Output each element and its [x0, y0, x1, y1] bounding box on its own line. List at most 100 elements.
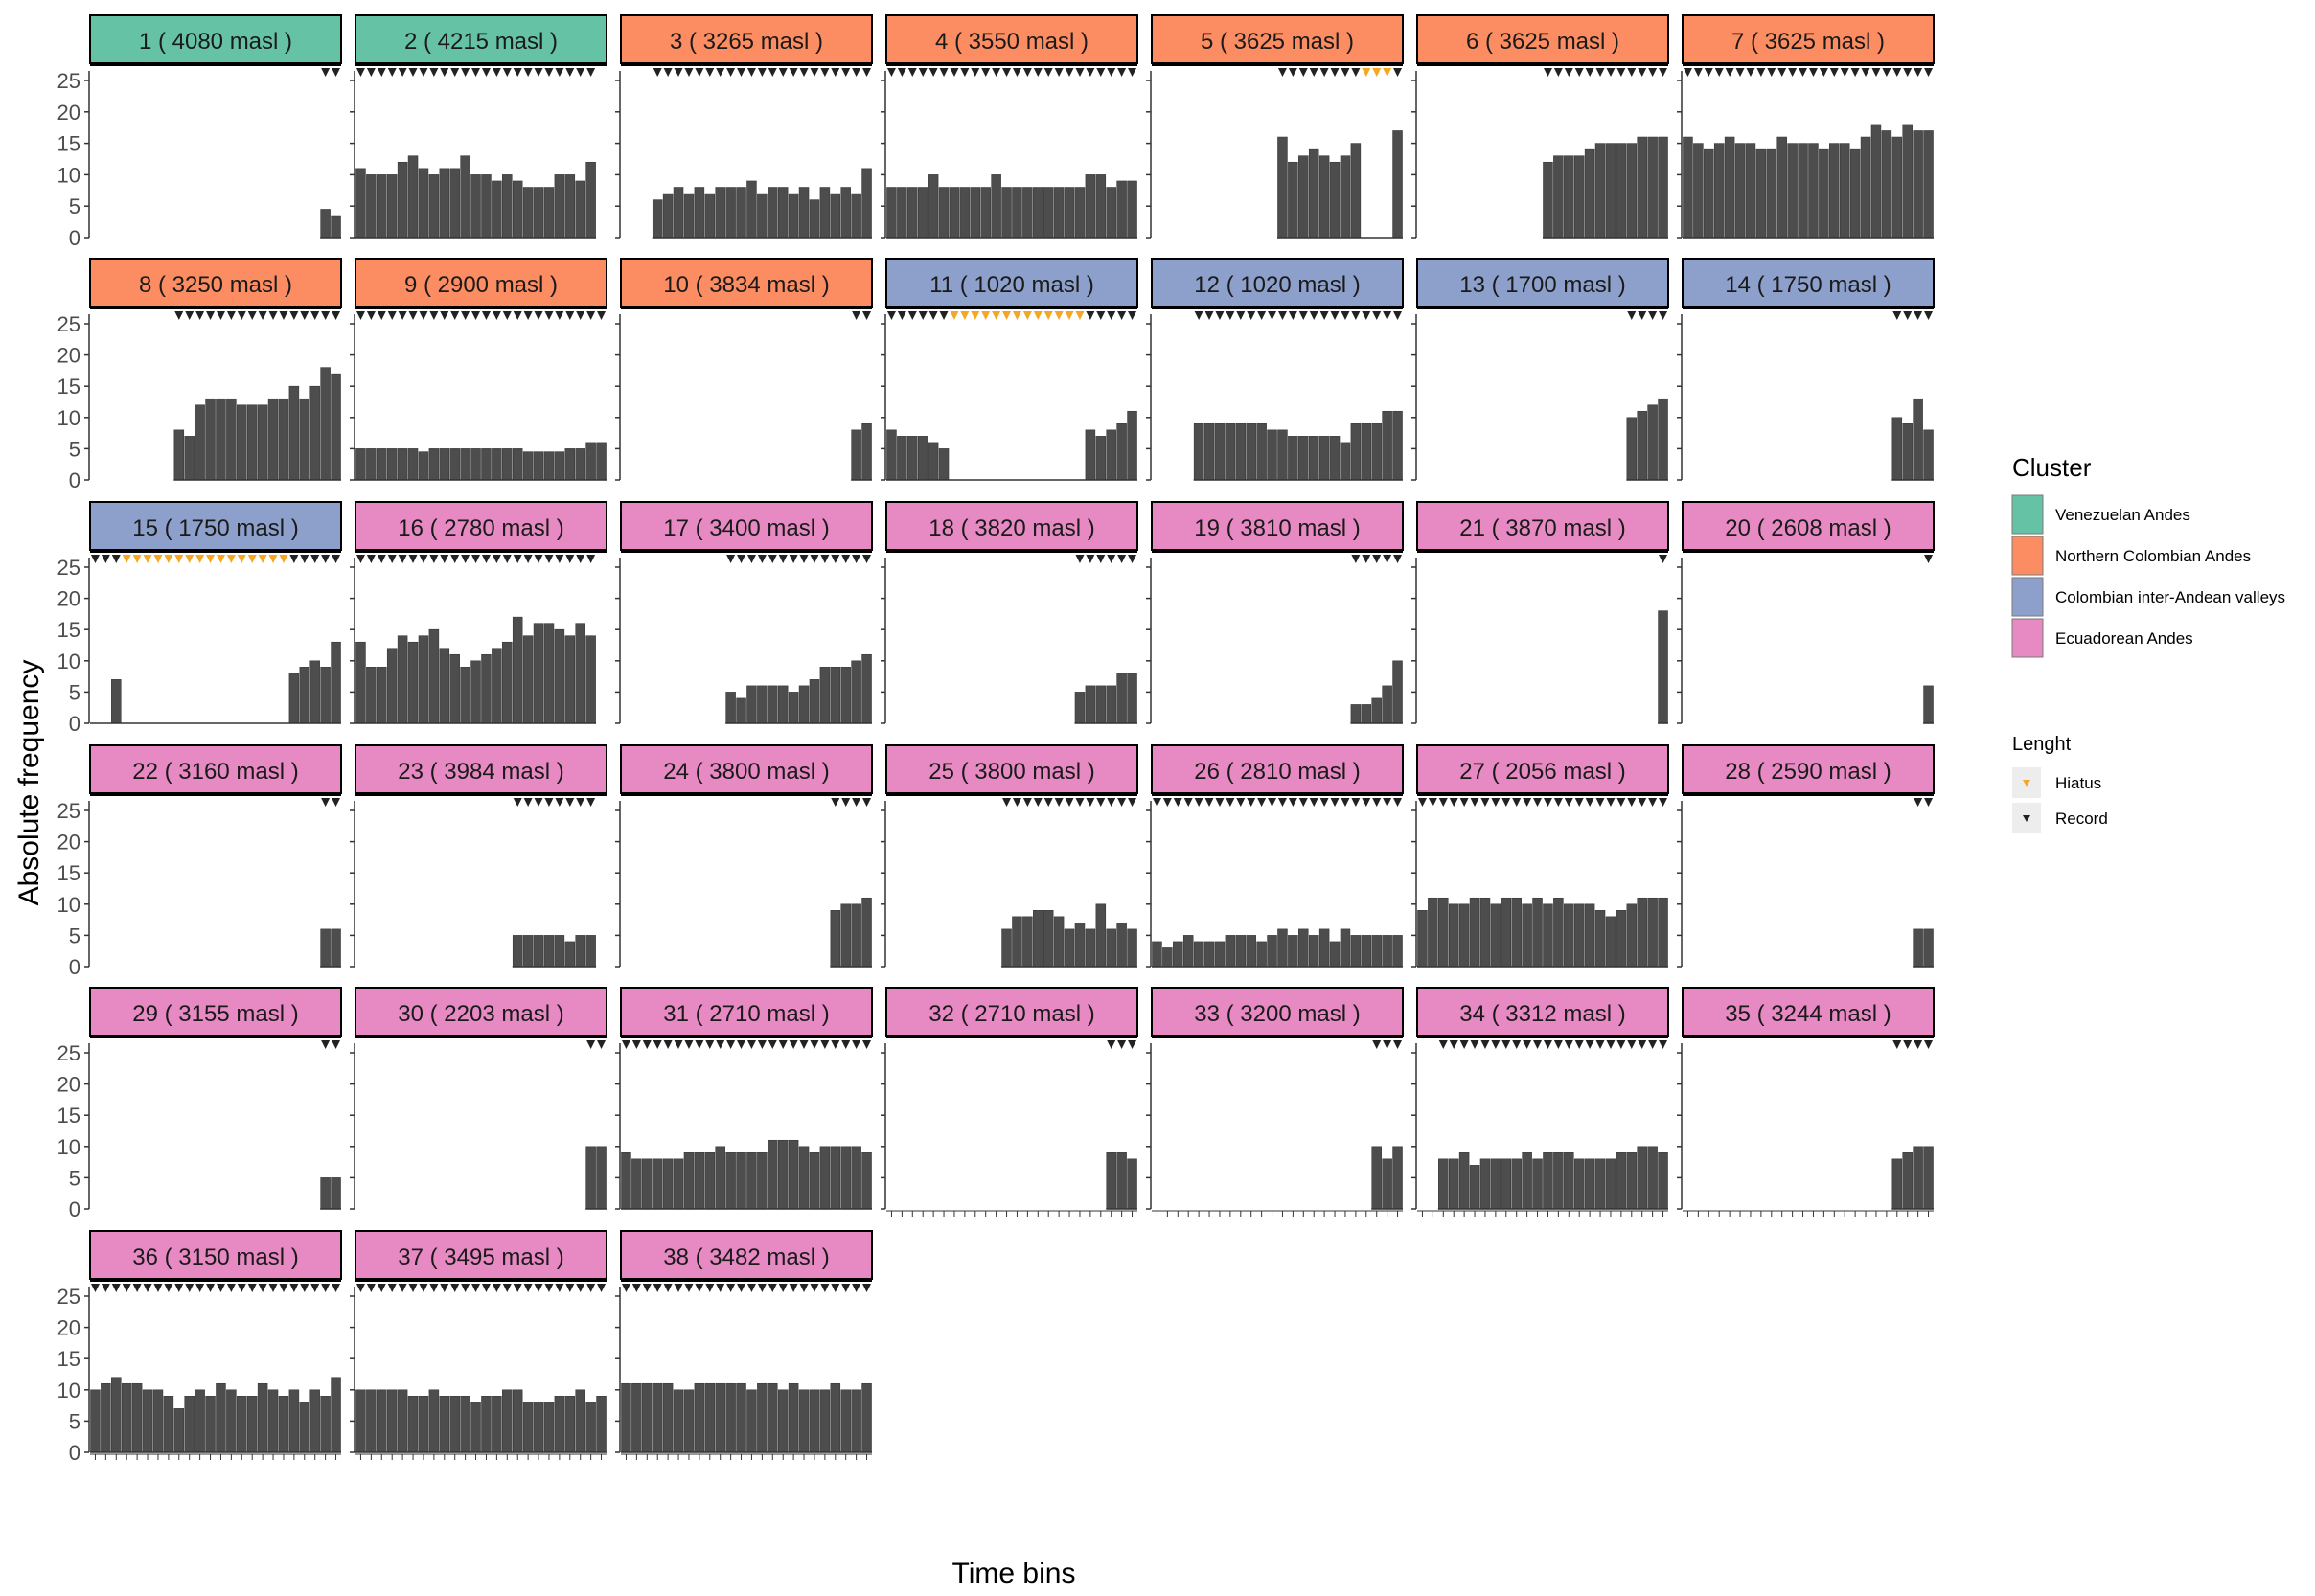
- histogram-bar: [1225, 423, 1236, 481]
- record-marker: [757, 555, 767, 563]
- strip-label: 33 ( 3200 masl ): [1194, 1001, 1360, 1027]
- record-marker: [1808, 68, 1818, 77]
- record-marker: [321, 798, 331, 807]
- strip-background: [1682, 258, 1935, 308]
- record-marker: [216, 311, 225, 320]
- histogram-bar: [512, 935, 523, 968]
- record-marker: [852, 311, 861, 320]
- histogram-bar: [777, 187, 789, 239]
- record-marker: [674, 68, 683, 77]
- histogram-bar: [131, 1382, 143, 1453]
- record-marker: [1417, 798, 1427, 807]
- record-marker: [289, 311, 299, 320]
- histogram-bar: [355, 168, 366, 239]
- histogram-bar: [621, 1382, 631, 1453]
- record-marker: [886, 311, 896, 320]
- record-marker: [1309, 68, 1318, 77]
- record-marker: [695, 1040, 704, 1049]
- record-marker: [216, 1284, 225, 1292]
- histogram-bar: [1479, 1158, 1491, 1210]
- histogram-bar: [1064, 928, 1075, 968]
- record-marker: [523, 68, 533, 77]
- histogram-bar: [564, 635, 576, 724]
- record-marker: [642, 1284, 652, 1292]
- record-marker: [1012, 798, 1021, 807]
- record-marker: [981, 68, 991, 77]
- record-marker: [831, 1040, 840, 1049]
- histogram-bar: [386, 1389, 398, 1453]
- histogram-bar: [886, 429, 897, 481]
- record-marker: [799, 1284, 809, 1292]
- facet-panels: 1 ( 4080 masl ) 0 5 10 15 20 25 2 ( 4215 masl )…: [57, 14, 1935, 1465]
- histogram-bar: [1584, 903, 1595, 968]
- histogram-bar: [257, 404, 268, 481]
- record-marker: [471, 68, 481, 77]
- x-axis: [1417, 1210, 1668, 1217]
- record-marker: [366, 1284, 376, 1292]
- record-marker: [237, 1284, 246, 1292]
- record-marker: [555, 68, 564, 77]
- histogram-bar: [1511, 897, 1522, 968]
- histogram-bar: [226, 398, 237, 481]
- histogram-bar: [1913, 130, 1923, 239]
- strip-background: [355, 744, 607, 794]
- record-marker: [1799, 68, 1808, 77]
- histogram-bar: [1553, 1152, 1564, 1210]
- strip-background: [89, 501, 342, 551]
- histogram-bar: [564, 1396, 576, 1453]
- histogram-bar: [205, 1396, 216, 1453]
- strip-label: 5 ( 3625 masl ): [1201, 29, 1354, 55]
- histogram-bar: [1127, 180, 1137, 239]
- histogram-bar: [1350, 143, 1362, 239]
- histogram-bar: [851, 429, 861, 481]
- histogram-bar: [1891, 1158, 1903, 1210]
- hiatus-marker: [247, 555, 257, 563]
- record-marker: [544, 68, 554, 77]
- histogram-bar: [288, 385, 300, 481]
- histogram-bar: [1923, 429, 1934, 481]
- record-marker: [1449, 798, 1458, 807]
- histogram-bar: [1182, 935, 1194, 968]
- histogram-bar: [1053, 916, 1065, 968]
- y-tick-label: 10: [57, 1135, 80, 1159]
- record-marker: [1756, 68, 1766, 77]
- histogram-bar: [1152, 941, 1162, 968]
- record-marker: [1501, 1040, 1511, 1049]
- record-marker: [1107, 311, 1116, 320]
- y-tick-label: 0: [69, 712, 80, 736]
- x-axis-title: Time bins: [952, 1558, 1076, 1589]
- record-marker: [831, 555, 840, 563]
- strip-label: 34 ( 3312 masl ): [1459, 1001, 1625, 1027]
- histogram-bar: [1116, 180, 1127, 239]
- histogram-bar: [1658, 897, 1668, 968]
- strip-label: 20 ( 2608 masl ): [1725, 515, 1891, 541]
- record-marker: [1393, 1040, 1403, 1049]
- record-marker: [1659, 311, 1668, 320]
- histogram-bar: [397, 1389, 408, 1453]
- record-marker: [684, 1040, 694, 1049]
- record-marker: [820, 555, 830, 563]
- record-marker: [862, 311, 872, 320]
- record-marker: [695, 68, 704, 77]
- histogram-bar: [564, 941, 576, 968]
- record-marker: [820, 68, 830, 77]
- histogram-bar: [111, 679, 122, 724]
- record-marker: [279, 1284, 288, 1292]
- record-marker: [523, 1284, 533, 1292]
- histogram-bar: [1127, 673, 1137, 724]
- histogram-bar: [470, 448, 481, 481]
- histogram-bar: [1116, 423, 1127, 481]
- record-marker: [576, 798, 585, 807]
- histogram-bar: [543, 451, 555, 481]
- facet-panel: 11 ( 1020 masl ): [881, 258, 1138, 481]
- record-marker: [852, 1040, 861, 1049]
- histogram-bar: [1127, 1158, 1137, 1210]
- histogram-bar: [418, 451, 429, 481]
- record-marker: [1351, 68, 1361, 77]
- hiatus-marker: [164, 555, 173, 563]
- facet-panel: 32 ( 2710 masl ): [881, 987, 1138, 1210]
- record-marker: [746, 555, 756, 563]
- record-marker: [1574, 1040, 1584, 1049]
- histogram-bar: [184, 1396, 195, 1453]
- histogram-bar: [449, 1396, 460, 1453]
